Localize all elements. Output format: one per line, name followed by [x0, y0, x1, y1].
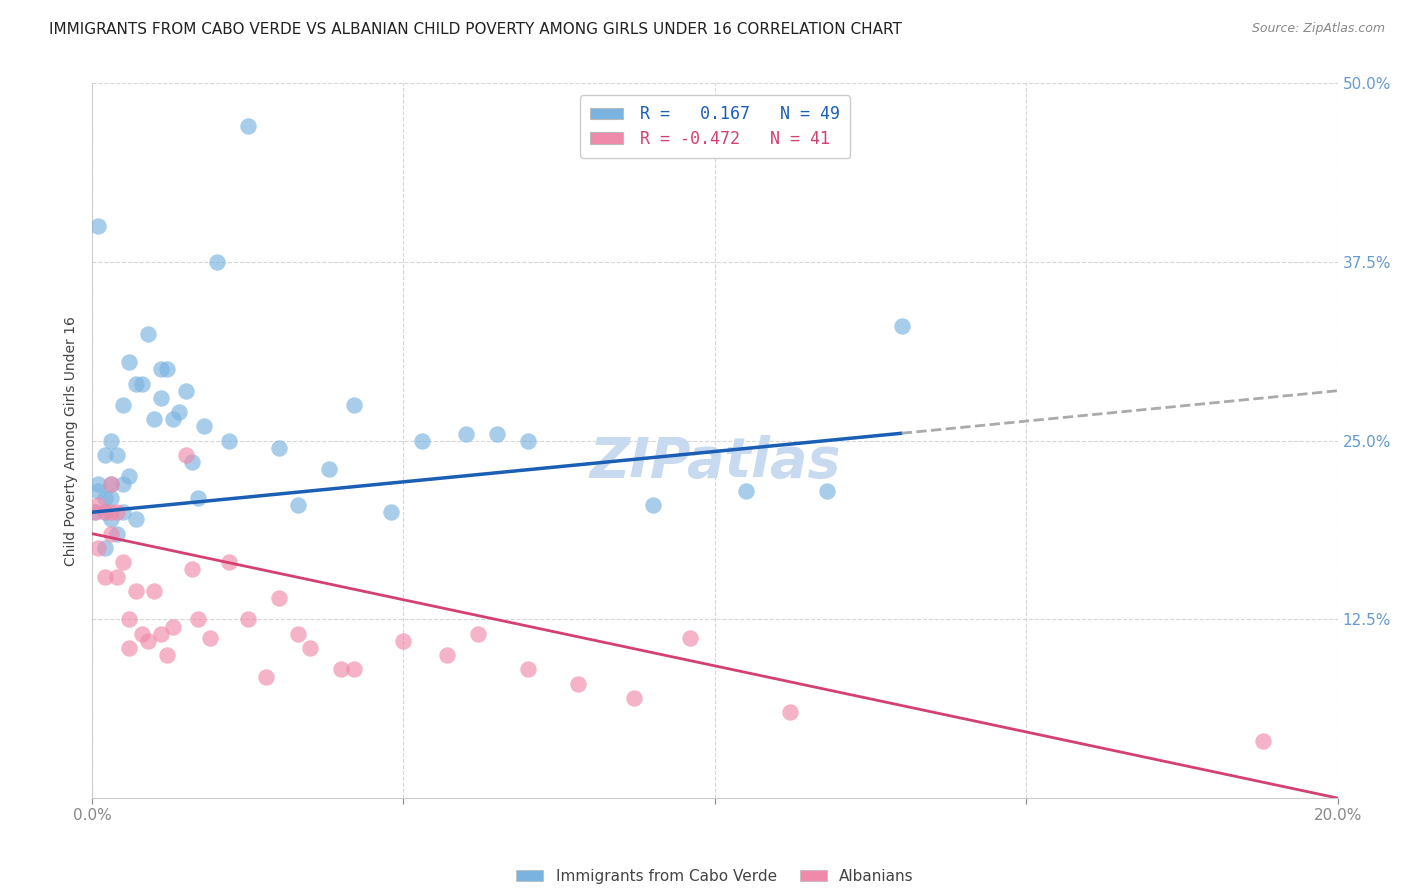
- Point: [156, 362, 179, 376]
- Point: [100, 491, 122, 505]
- Point: [436, 648, 458, 662]
- Point: [174, 448, 197, 462]
- Point: [87, 476, 110, 491]
- Point: [105, 526, 128, 541]
- Point: [454, 426, 477, 441]
- Point: [136, 633, 159, 648]
- Point: [143, 583, 166, 598]
- Point: [779, 706, 801, 720]
- Point: [93, 569, 115, 583]
- Point: [411, 434, 433, 448]
- Point: [485, 426, 508, 441]
- Point: [105, 505, 128, 519]
- Point: [180, 562, 202, 576]
- Point: [149, 362, 172, 376]
- Point: [641, 498, 664, 512]
- Point: [105, 448, 128, 462]
- Point: [256, 669, 278, 683]
- Point: [118, 469, 141, 483]
- Point: [236, 120, 259, 134]
- Point: [318, 462, 340, 476]
- Point: [380, 505, 402, 519]
- Point: [125, 512, 148, 526]
- Point: [93, 505, 115, 519]
- Point: [125, 376, 148, 391]
- Point: [84, 505, 107, 519]
- Point: [174, 384, 197, 398]
- Point: [815, 483, 838, 498]
- Point: [735, 483, 758, 498]
- Legend: Immigrants from Cabo Verde, Albanians: Immigrants from Cabo Verde, Albanians: [510, 863, 920, 890]
- Point: [187, 491, 209, 505]
- Point: [93, 491, 115, 505]
- Point: [87, 219, 110, 234]
- Point: [267, 591, 290, 605]
- Point: [162, 619, 184, 633]
- Point: [287, 498, 309, 512]
- Point: [287, 626, 309, 640]
- Point: [87, 483, 110, 498]
- Point: [299, 640, 322, 655]
- Point: [193, 419, 215, 434]
- Point: [218, 555, 240, 569]
- Point: [84, 505, 107, 519]
- Point: [112, 398, 135, 412]
- Point: [87, 498, 110, 512]
- Point: [100, 476, 122, 491]
- Point: [118, 612, 141, 626]
- Point: [343, 398, 366, 412]
- Point: [180, 455, 202, 469]
- Point: [149, 626, 172, 640]
- Point: [100, 476, 122, 491]
- Point: [205, 255, 228, 269]
- Point: [100, 512, 122, 526]
- Point: [131, 376, 153, 391]
- Point: [343, 662, 366, 676]
- Text: ZIPatlas: ZIPatlas: [589, 435, 841, 489]
- Point: [517, 434, 540, 448]
- Point: [93, 505, 115, 519]
- Point: [1251, 734, 1274, 748]
- Y-axis label: Child Poverty Among Girls Under 16: Child Poverty Among Girls Under 16: [65, 316, 79, 566]
- Text: Source: ZipAtlas.com: Source: ZipAtlas.com: [1251, 22, 1385, 36]
- Point: [236, 612, 259, 626]
- Point: [100, 505, 122, 519]
- Point: [679, 631, 702, 645]
- Point: [392, 633, 415, 648]
- Point: [517, 662, 540, 676]
- Point: [118, 640, 141, 655]
- Point: [112, 505, 135, 519]
- Point: [467, 626, 489, 640]
- Point: [131, 626, 153, 640]
- Point: [105, 569, 128, 583]
- Point: [87, 541, 110, 555]
- Point: [162, 412, 184, 426]
- Point: [330, 662, 353, 676]
- Point: [125, 583, 148, 598]
- Point: [93, 541, 115, 555]
- Point: [149, 391, 172, 405]
- Point: [218, 434, 240, 448]
- Point: [136, 326, 159, 341]
- Point: [93, 448, 115, 462]
- Point: [169, 405, 191, 419]
- Point: [623, 691, 645, 706]
- Point: [100, 526, 122, 541]
- Point: [118, 355, 141, 369]
- Point: [200, 631, 222, 645]
- Point: [187, 612, 209, 626]
- Point: [267, 441, 290, 455]
- Point: [567, 677, 589, 691]
- Point: [112, 555, 135, 569]
- Point: [112, 476, 135, 491]
- Point: [156, 648, 179, 662]
- Point: [143, 412, 166, 426]
- Point: [100, 434, 122, 448]
- Point: [890, 319, 912, 334]
- Text: IMMIGRANTS FROM CABO VERDE VS ALBANIAN CHILD POVERTY AMONG GIRLS UNDER 16 CORREL: IMMIGRANTS FROM CABO VERDE VS ALBANIAN C…: [49, 22, 903, 37]
